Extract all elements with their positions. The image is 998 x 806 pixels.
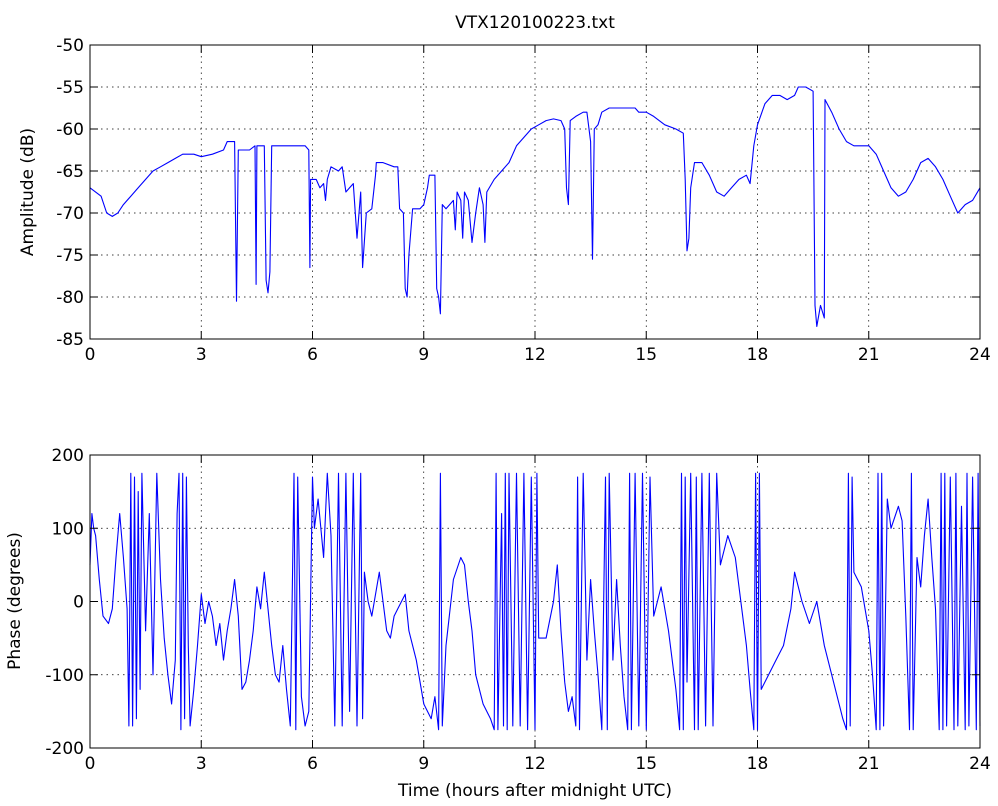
phase-y-axis-label: Phase (degrees) [5, 532, 25, 670]
amplitude-y-tick-label: -80 [56, 288, 84, 308]
amplitude-x-tick-label: 24 [969, 345, 991, 365]
amplitude-x-tick-label: 18 [747, 345, 769, 365]
amplitude-series-line [89, 86, 981, 327]
phase-x-tick-label: 3 [196, 754, 207, 774]
amplitude-x-tick-label: 21 [858, 345, 880, 365]
phase-x-tick-label: 6 [307, 754, 318, 774]
phase-y-tick-label: 0 [73, 593, 84, 613]
amplitude-x-tick-label: 6 [307, 345, 318, 365]
phase-x-tick-label: 0 [85, 754, 96, 774]
amplitude-y-tick-label: -70 [56, 204, 84, 224]
phase-series-group [89, 472, 981, 731]
amplitude-x-tick-label: 15 [635, 345, 657, 365]
chart-title: VTX120100223.txt [455, 13, 615, 33]
phase-panel: 0 3 6 9 12 15 18 21 24 -200 -100 0 100 200 Phase (deg… [5, 446, 991, 801]
phase-x-tick-label: 15 [635, 754, 657, 774]
phase-series-line [89, 472, 981, 731]
phase-y-tick-label: 100 [52, 519, 84, 539]
phase-ticks: 0 3 6 9 12 15 18 21 24 -200 -100 0 100 200 [45, 446, 990, 774]
phase-x-tick-label: 9 [418, 754, 429, 774]
amplitude-y-tick-label: -75 [56, 246, 84, 266]
phase-y-tick-label: -200 [45, 739, 84, 759]
amplitude-y-tick-label: -50 [56, 36, 84, 56]
amplitude-y-tick-label: -55 [56, 78, 84, 98]
amplitude-x-tick-label: 3 [196, 345, 207, 365]
amplitude-ticks: 0 3 6 9 12 15 18 21 24 -85 -80 -75 -70 -65 -60 -55 -50 [56, 36, 991, 365]
amplitude-y-tick-label: -65 [56, 162, 84, 182]
amplitude-panel: 0 3 6 9 12 15 18 21 24 -85 -80 -75 -70 -65 -60 -55 -50 V… [18, 13, 991, 365]
phase-x-tick-label: 12 [524, 754, 546, 774]
amplitude-x-tick-label: 9 [418, 345, 429, 365]
phase-x-axis-label: Time (hours after midnight UTC) [397, 781, 672, 801]
amplitude-x-tick-label: 0 [85, 345, 96, 365]
amplitude-y-tick-label: -85 [56, 330, 84, 350]
phase-x-tick-label: 21 [858, 754, 880, 774]
amplitude-x-tick-label: 12 [524, 345, 546, 365]
phase-y-tick-label: 200 [52, 446, 84, 466]
amplitude-y-tick-label: -60 [56, 120, 84, 140]
phase-x-tick-label: 18 [747, 754, 769, 774]
amplitude-series-group [89, 86, 981, 327]
phase-y-tick-label: -100 [45, 666, 84, 686]
phase-x-tick-label: 24 [969, 754, 991, 774]
amplitude-y-axis-label: Amplitude (dB) [18, 128, 38, 256]
